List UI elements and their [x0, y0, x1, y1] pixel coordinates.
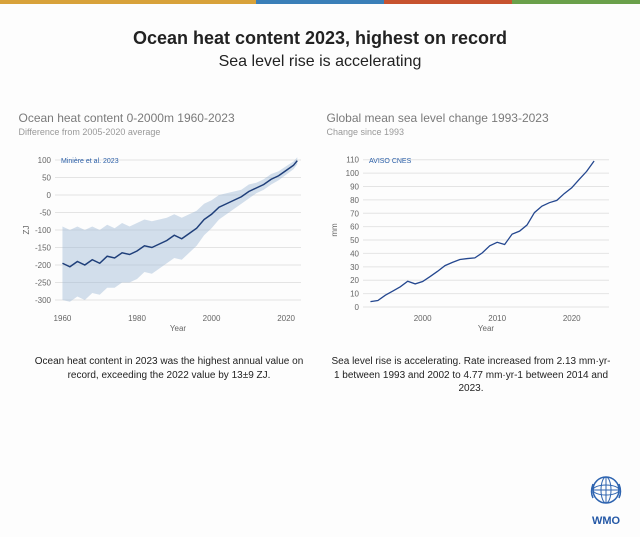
right-chart-panel: Global mean sea level change 1993-2023 C… — [327, 111, 622, 333]
svg-text:20: 20 — [350, 276, 359, 285]
left-chart-title: Ocean heat content 0-2000m 1960-2023 — [19, 111, 314, 125]
left-caption: Ocean heat content in 2023 was the highe… — [29, 355, 309, 396]
svg-text:0: 0 — [46, 191, 51, 200]
svg-text:110: 110 — [346, 156, 359, 165]
svg-text:2000: 2000 — [202, 314, 220, 323]
svg-text:50: 50 — [42, 174, 51, 183]
svg-text:100: 100 — [345, 169, 359, 178]
svg-text:ZJ: ZJ — [22, 226, 31, 235]
left-chart-svg: -300 -250 -200 -150 -100 -50 0 50 100 1960 1980 200… — [19, 143, 309, 333]
svg-text:0: 0 — [354, 303, 359, 312]
svg-text:-300: -300 — [34, 296, 51, 305]
subtitle: Sea level rise is accelerating — [0, 53, 640, 71]
svg-text:-250: -250 — [34, 279, 51, 288]
svg-text:2000: 2000 — [413, 314, 431, 323]
left-chart-subtitle: Difference from 2005-2020 average — [19, 127, 314, 137]
svg-text:-50: -50 — [39, 209, 51, 218]
svg-text:1980: 1980 — [128, 314, 146, 323]
svg-text:60: 60 — [350, 223, 359, 232]
top-accent-bar — [0, 0, 640, 4]
right-chart-svg: 0 10 20 30 40 50 60 70 80 90 100 110 2000 2010 2020 mm Y… — [327, 143, 617, 333]
svg-text:Year: Year — [169, 324, 186, 333]
svg-text:2020: 2020 — [277, 314, 295, 323]
svg-text:2010: 2010 — [488, 314, 506, 323]
svg-text:1960: 1960 — [53, 314, 71, 323]
globe-icon — [588, 472, 624, 508]
right-caption: Sea level rise is accelerating. Rate inc… — [331, 355, 611, 396]
svg-text:Year: Year — [477, 324, 494, 333]
svg-text:-200: -200 — [34, 261, 51, 270]
svg-text:50: 50 — [350, 236, 359, 245]
svg-text:mm: mm — [330, 223, 339, 237]
svg-text:-150: -150 — [34, 244, 51, 253]
header: Ocean heat content 2023, highest on reco… — [0, 0, 640, 71]
svg-text:30: 30 — [350, 263, 359, 272]
svg-text:10: 10 — [350, 290, 359, 299]
svg-text:80: 80 — [350, 196, 359, 205]
left-chart-panel: Ocean heat content 0-2000m 1960-2023 Dif… — [19, 111, 314, 333]
svg-text:90: 90 — [350, 182, 359, 191]
svg-text:Minière et al. 2023: Minière et al. 2023 — [61, 158, 119, 165]
wmo-logo: WMO — [588, 472, 624, 527]
svg-text:40: 40 — [350, 249, 359, 258]
main-title: Ocean heat content 2023, highest on reco… — [0, 28, 640, 49]
svg-text:AVISO CNES: AVISO CNES — [369, 158, 412, 165]
right-chart-subtitle: Change since 1993 — [327, 127, 622, 137]
wmo-logo-text: WMO — [588, 515, 624, 527]
svg-text:-100: -100 — [34, 226, 51, 235]
right-chart-title: Global mean sea level change 1993-2023 — [327, 111, 622, 125]
svg-text:2020: 2020 — [562, 314, 580, 323]
svg-text:100: 100 — [37, 156, 51, 165]
svg-text:70: 70 — [350, 209, 359, 218]
